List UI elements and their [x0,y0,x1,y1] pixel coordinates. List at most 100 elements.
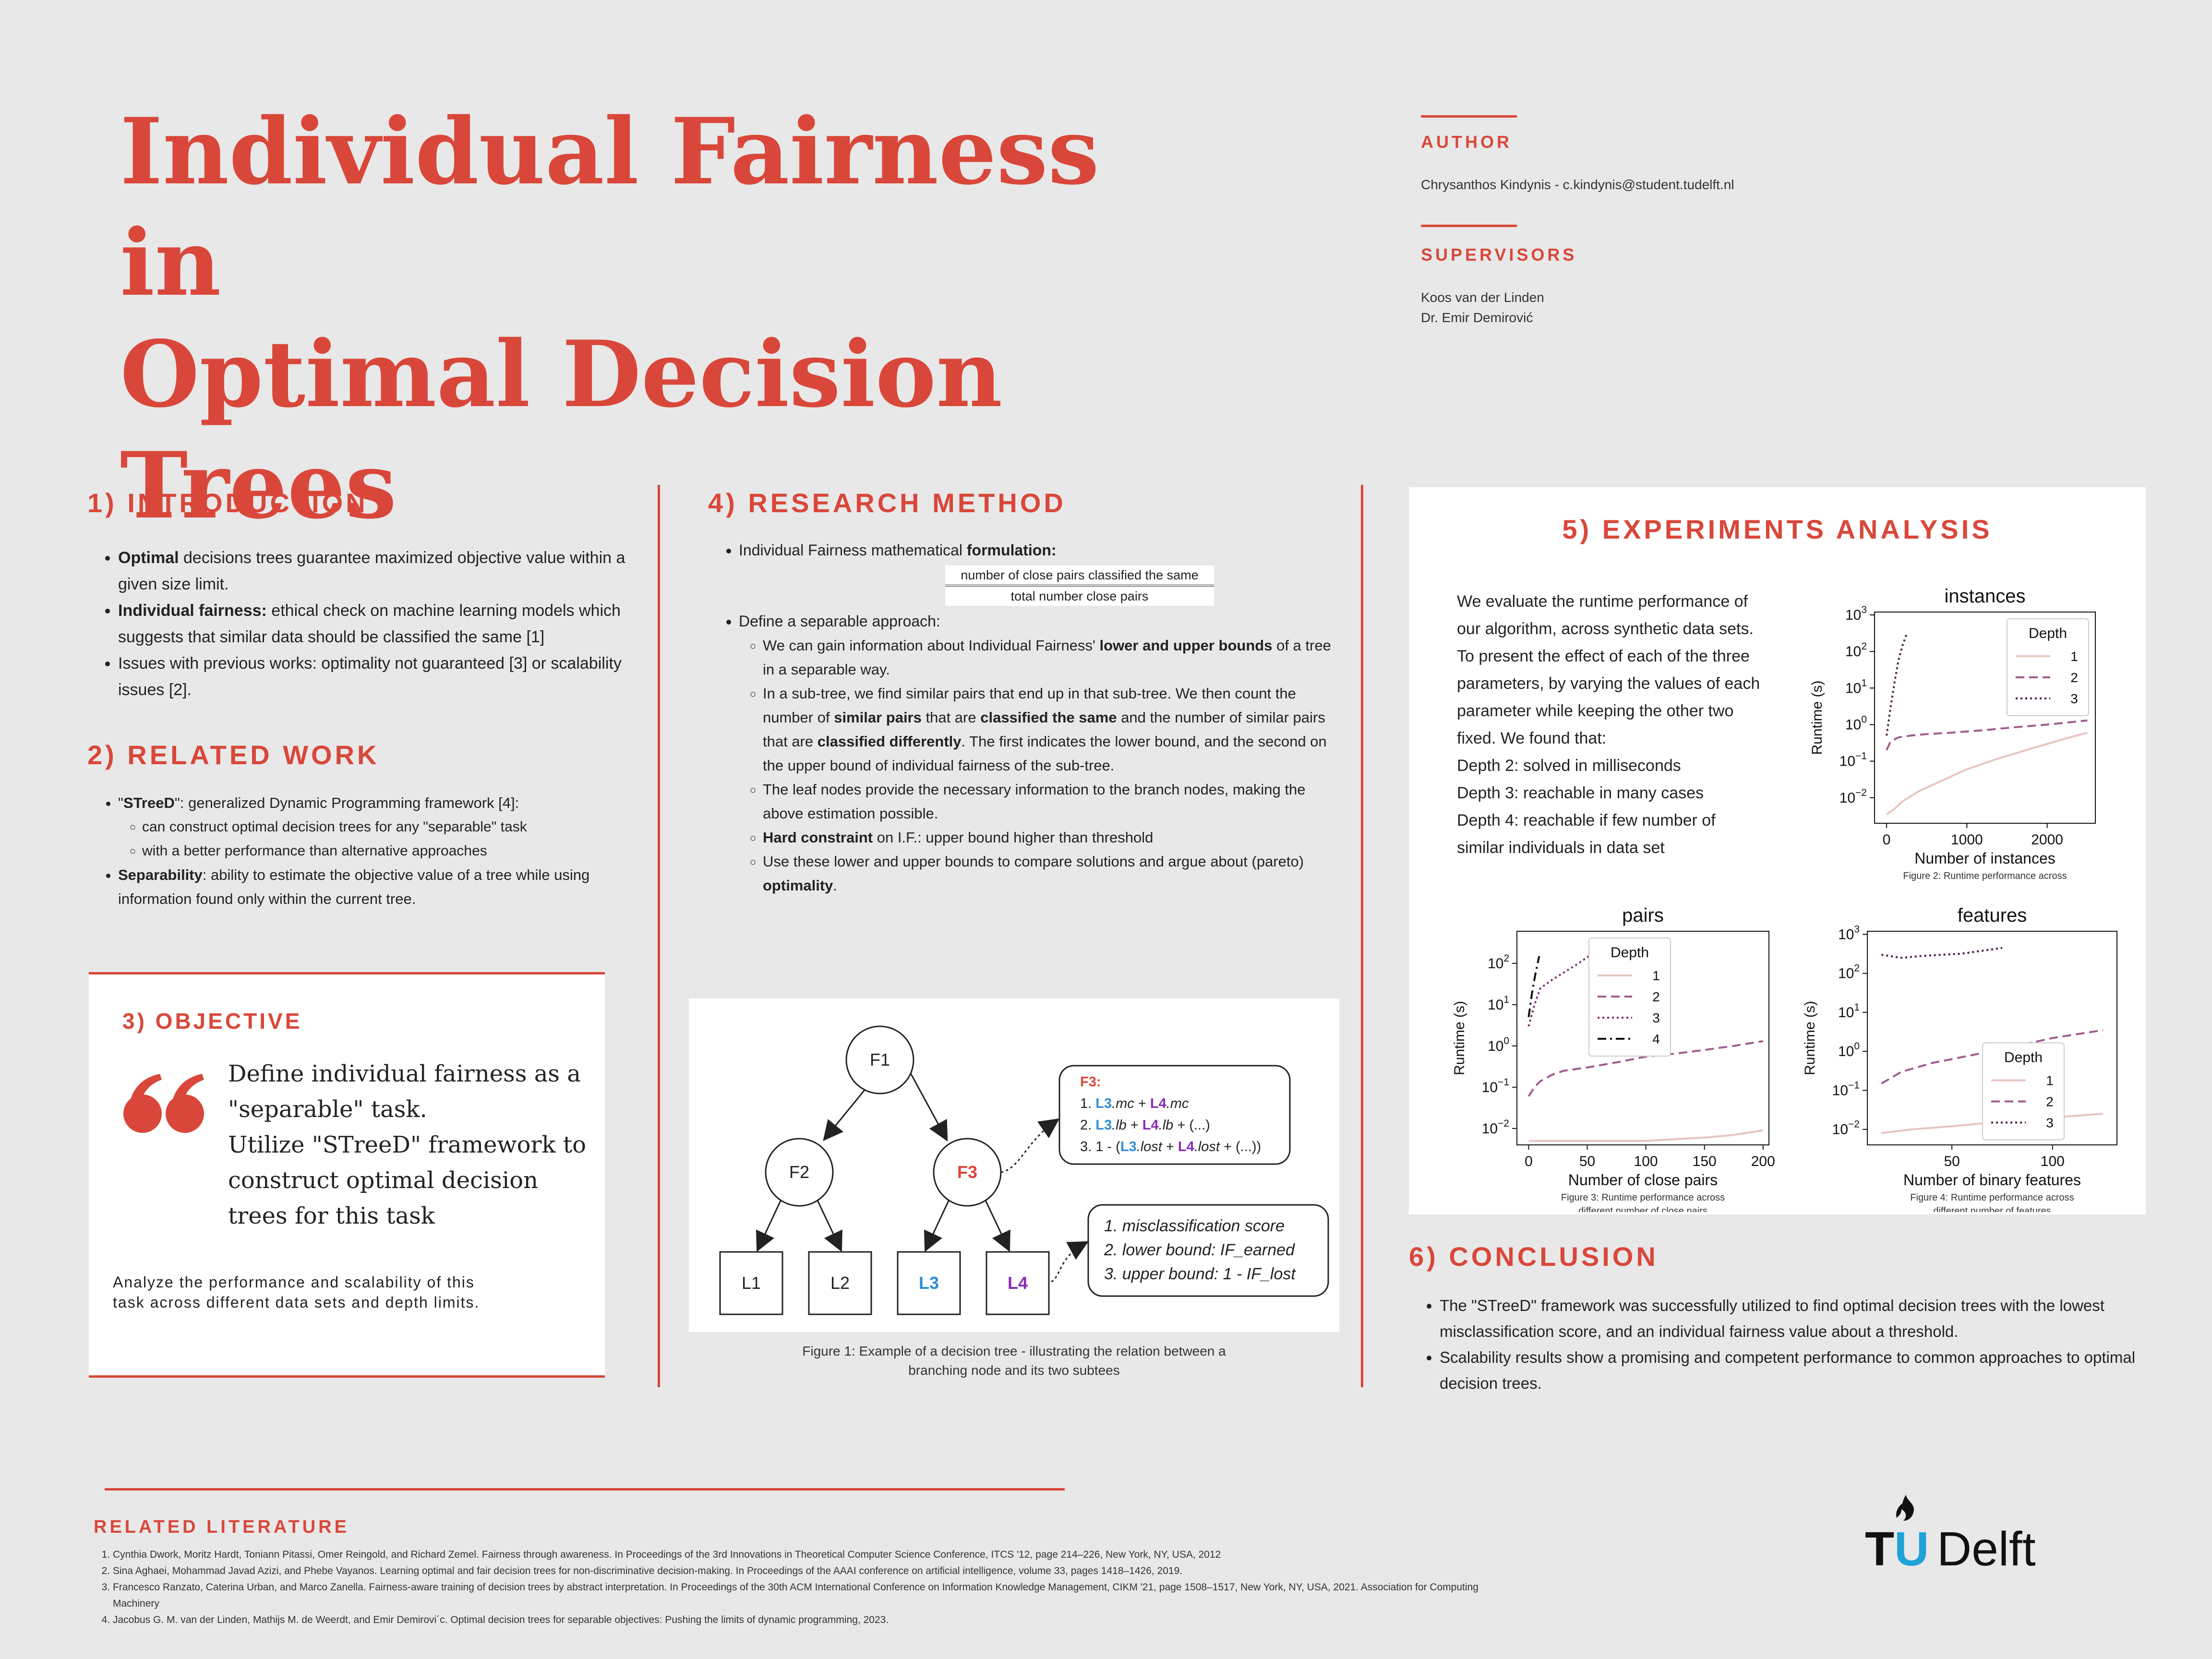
legend-label: 3 [1652,1010,1660,1025]
chart-caption: Figure 2: Runtime performance across [1903,871,2067,881]
chart-caption: different number of features [1933,1206,2051,1212]
f3-line-1: 1. L3.mc + L4.mc [1080,1096,1189,1111]
x-tick-label: 0 [1883,832,1891,848]
author-rule [1421,115,1517,118]
related-work-heading: 2) RELATED WORK [87,740,380,770]
list-item: Hard constraint on I.F.: upper bound hig… [763,826,1332,850]
f3-line-2: 2. L3.lb + L4.lb + (...) [1080,1118,1210,1133]
list-item: Sina Aghaei, Mohammad Javad Azizi, and P… [113,1563,1486,1579]
tree-node-f2 [765,1138,834,1207]
list-item: "STreeD": generalized Dynamic Programmin… [118,791,639,863]
legend-label: 1 [1652,968,1660,983]
x-tick-label: 150 [1693,1154,1717,1169]
chart-caption: Figure 4: Runtime performance across [1910,1192,2074,1203]
y-axis-label: Runtime (s) [1809,680,1825,755]
legend-label: 4 [1652,1032,1660,1046]
leaf-label-l2: L2 [830,1273,850,1293]
f3-line-3: 3. 1 - (L3.lost + L4.lost + (...)) [1080,1139,1261,1154]
legend-title: Depth [2029,625,2067,641]
y-tick-label: 10−1 [1482,1077,1509,1095]
logo-tu: TU [1865,1522,1929,1576]
series-line-3 [1527,946,1600,1027]
plot-frame [1874,612,2096,824]
y-tick-label: 100 [1838,1041,1860,1059]
y-tick-label: 103 [1845,604,1867,623]
leaf-label-l3: L3 [919,1273,939,1293]
supervisors-rule [1421,225,1517,227]
series-line-3 [1881,947,2003,959]
experiments-card: 5) EXPERIMENTS ANALYSIS We evaluate the … [1409,487,2146,1214]
chart-title: pairs [1622,905,1664,926]
research-method-list: Individual Fairness mathematical formula… [708,538,1332,898]
literature-list: Cynthia Dwork, Moritz Hardt, Toniann Pit… [94,1547,1486,1628]
plot-frame [1516,931,1769,1145]
series-line-3 [1886,634,1908,736]
logo-delft: Delft [1937,1522,2036,1576]
legend-label: 1 [2046,1073,2054,1088]
objective-heading: 3) OBJECTIVE [122,1009,302,1034]
related-work-list: "STreeD": generalized Dynamic Programmin… [87,791,639,911]
x-tick-label: 50 [1579,1154,1595,1169]
leaf-info-line-2: 2. lower bound: IF_earned [1104,1241,1295,1259]
list-item: The leaf nodes provide the necessary inf… [763,778,1332,826]
x-tick-label: 100 [1634,1154,1658,1169]
legend-box [1982,1042,2065,1141]
objective-note: Analyze the performance and scalability … [113,1274,480,1311]
x-axis-label: Number of instances [1914,850,2055,867]
conclusion-list: The "STreeD" framework was successfully … [1409,1293,2143,1396]
series-line-2 [1527,1040,1764,1097]
x-tick-label: 200 [1751,1154,1775,1169]
leaf-info-line-1: 1. misclassification score [1104,1217,1285,1235]
chart-title: instances [1945,586,2026,607]
poster-title: Individual Fairness in Optimal Decision … [120,98,1099,539]
list-item: Issues with previous works: optimality n… [118,650,639,703]
literature-heading: RELATED LITERATURE [94,1517,350,1537]
series-line-2 [1886,719,2088,751]
y-axis-label: Runtime (s) [1802,1001,1818,1075]
legend-label: 1 [2070,649,2078,664]
leaf-label-l1: L1 [742,1273,761,1293]
legend-box [2007,618,2089,716]
objective-card: 3) OBJECTIVE Define individual fairness … [89,972,605,1378]
node-label-f3: F3 [957,1162,977,1182]
legend-label: 2 [1652,989,1660,1004]
figure-1-caption: Figure 1: Example of a decision tree - i… [802,1344,1226,1378]
y-tick-label: 102 [1845,641,1867,660]
legend-title: Depth [1611,945,1649,961]
f3-title: F3: [1080,1074,1101,1090]
series-line-2 [1881,1029,2103,1084]
author-label: AUTHOR [1421,132,1512,152]
list-item: Use these lower and upper bounds to comp… [763,850,1332,898]
y-tick-label: 102 [1838,963,1860,982]
tree-leaf-l4 [986,1251,1050,1315]
chart-caption: different number of close pairs [1578,1206,1707,1212]
supervisor-2: Dr. Emir Demirović [1421,310,1533,325]
y-tick-label: 100 [1845,714,1867,733]
tu-delft-logo: TU Delft [1865,1495,2057,1576]
quote-icon [123,1074,204,1133]
experiments-heading: 5) EXPERIMENTS ANALYSIS [1562,514,1993,544]
chart-title: features [1958,905,2027,926]
series-line-1 [1528,1129,1764,1142]
leaf-info-line-3: 3. upper bound: 1 - IF_lost [1104,1265,1296,1283]
tree-leaf-l2 [808,1251,872,1315]
decision-tree-figure: F1 F2 F3 L1 L2 L3 L4 F3: 1. L3.mc + L4.m… [689,998,1339,1332]
experiments-text: We evaluate the runtime performance of o… [1457,592,1760,857]
x-axis-label: Number of close pairs [1568,1171,1718,1189]
y-tick-label: 10−1 [1839,751,1867,769]
list-item: Jacobus G. M. van der Linden, Mathijs M.… [113,1612,1486,1628]
legend-label: 2 [2046,1094,2054,1109]
x-tick-label: 0 [1525,1154,1533,1169]
legend-label: 3 [2046,1116,2054,1130]
list-item: Cynthia Dwork, Moritz Hardt, Toniann Pit… [113,1547,1486,1563]
x-tick-label: 50 [1944,1154,1960,1169]
y-tick-label: 101 [1838,1002,1860,1021]
list-item: Scalability results show a promising and… [1440,1345,2143,1396]
x-tick-label: 100 [2041,1154,2065,1169]
chart-instances: instances 10−2 10−1 100 101 102 103 0 1000 2000 Nu… [1809,586,2096,881]
y-tick-label: 102 [1488,953,1509,972]
list-item: We can gain information about Individual… [763,634,1332,682]
y-axis-label: Runtime (s) [1452,1001,1467,1075]
list-item: can construct optimal decision trees for… [142,815,639,839]
x-tick-label: 2000 [2031,832,2063,848]
